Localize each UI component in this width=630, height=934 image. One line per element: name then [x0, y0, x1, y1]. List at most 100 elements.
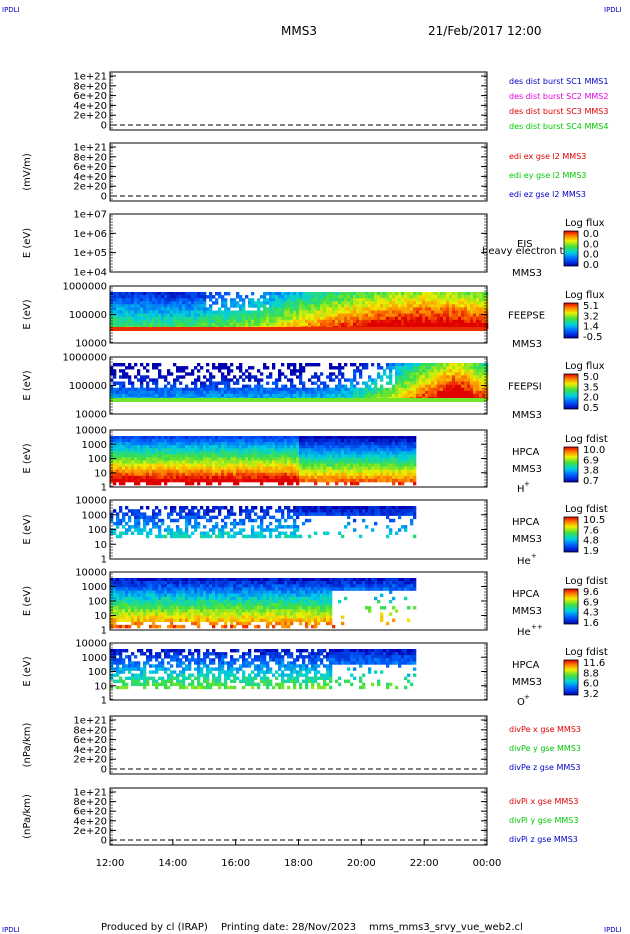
- flux-cell: [380, 387, 384, 392]
- flux-cell: [308, 304, 312, 308]
- flux-cell: [425, 304, 429, 308]
- fdist-cell: [176, 445, 180, 449]
- flux-cell: [215, 298, 219, 302]
- flux-cell: [260, 295, 264, 299]
- fdist-cell: [170, 451, 174, 455]
- fdist-cell: [344, 436, 348, 440]
- flux-cell: [422, 390, 426, 395]
- flux-cell: [272, 381, 276, 385]
- flux-cell: [257, 298, 261, 302]
- flux-cell: [194, 378, 198, 382]
- fdist-cell: [359, 506, 363, 510]
- fdist-cell: [233, 454, 237, 458]
- flux-cell: [356, 369, 360, 373]
- flux-cell: [470, 381, 474, 385]
- fdist-cell: [155, 506, 159, 510]
- flux-cell: [410, 363, 414, 367]
- fdist-cell: [116, 436, 120, 440]
- fdist-cell: [197, 460, 201, 464]
- fdist-cell: [356, 460, 360, 464]
- flux-cell: [467, 298, 471, 302]
- fdist-cell: [200, 534, 204, 539]
- flux-cell: [317, 313, 321, 317]
- flux-cell: [287, 316, 291, 321]
- flux-cell: [446, 322, 450, 327]
- flux-cell: [263, 390, 267, 395]
- fdist-cell: [326, 475, 330, 480]
- fdist-cell: [407, 512, 411, 516]
- flux-cell: [401, 375, 405, 379]
- fdist-cell: [209, 436, 213, 440]
- fdist-cell: [188, 454, 192, 458]
- flux-cell: [215, 387, 219, 392]
- flux-cell: [371, 316, 375, 321]
- flux-cell: [404, 322, 408, 327]
- fdist-cell: [350, 509, 354, 513]
- fdist-cell: [116, 451, 120, 455]
- fdist-cell: [281, 481, 285, 486]
- fdist-cell: [326, 451, 330, 455]
- flux-cell: [152, 310, 156, 314]
- flux-cell: [467, 372, 471, 376]
- fdist-cell: [404, 460, 408, 464]
- flux-cell: [452, 363, 456, 367]
- fdist-cell: [398, 509, 402, 513]
- fdist-cell: [140, 451, 144, 455]
- flux-cell: [179, 369, 183, 373]
- fdist-cell: [248, 475, 252, 480]
- fdist-cell: [326, 460, 330, 464]
- flux-cell: [317, 298, 321, 302]
- fdist-cell: [251, 460, 255, 464]
- fdist-cell: [311, 469, 315, 474]
- flux-cell: [368, 393, 372, 398]
- flux-cell: [260, 390, 264, 395]
- fdist-cell: [317, 451, 321, 455]
- fdist-cell: [290, 460, 294, 464]
- legend-entry: edi ex gse l2 MMS3: [509, 152, 586, 161]
- flux-cell: [293, 372, 297, 376]
- flux-cell: [425, 322, 429, 327]
- flux-cell: [365, 393, 369, 398]
- fdist-cell: [134, 518, 138, 523]
- fdist-cell: [134, 454, 138, 458]
- flux-cell: [401, 298, 405, 302]
- flux-cell: [206, 369, 210, 373]
- panel-frame-3: [109, 213, 488, 273]
- flux-cell: [287, 390, 291, 395]
- low-energy-band: [110, 327, 487, 331]
- flux-cell: [212, 310, 216, 314]
- fdist-cell: [182, 454, 186, 458]
- flux-cell: [314, 375, 318, 379]
- fdist-cell: [272, 463, 276, 467]
- fdist-cell: [401, 475, 405, 480]
- fdist-cell: [200, 478, 204, 483]
- flux-cell: [347, 292, 351, 296]
- fdist-cell: [356, 506, 360, 510]
- fdist-cell: [410, 466, 414, 470]
- flux-cell: [455, 363, 459, 367]
- flux-cell: [272, 366, 276, 370]
- fdist-cell: [137, 439, 141, 443]
- fdist-cell: [254, 442, 258, 446]
- fdist-cell: [317, 478, 321, 483]
- flux-cell: [323, 387, 327, 392]
- fdist-cell: [311, 478, 315, 483]
- fdist-cell: [323, 475, 327, 480]
- flux-cell: [392, 316, 396, 321]
- fdist-cell: [140, 469, 144, 474]
- fdist-cell: [251, 463, 255, 467]
- fdist-cell: [281, 451, 285, 455]
- flux-cell: [299, 363, 303, 367]
- fdist-cell: [296, 466, 300, 470]
- flux-cell: [449, 393, 453, 398]
- fdist-cell: [155, 448, 159, 452]
- fdist-cell: [398, 469, 402, 474]
- flux-cell: [290, 295, 294, 299]
- flux-cell: [389, 372, 393, 376]
- fdist-cell: [257, 436, 261, 440]
- fdist-cell: [362, 475, 366, 480]
- fdist-cell: [254, 457, 258, 461]
- flux-cell: [311, 390, 315, 395]
- fdist-cell: [224, 466, 228, 470]
